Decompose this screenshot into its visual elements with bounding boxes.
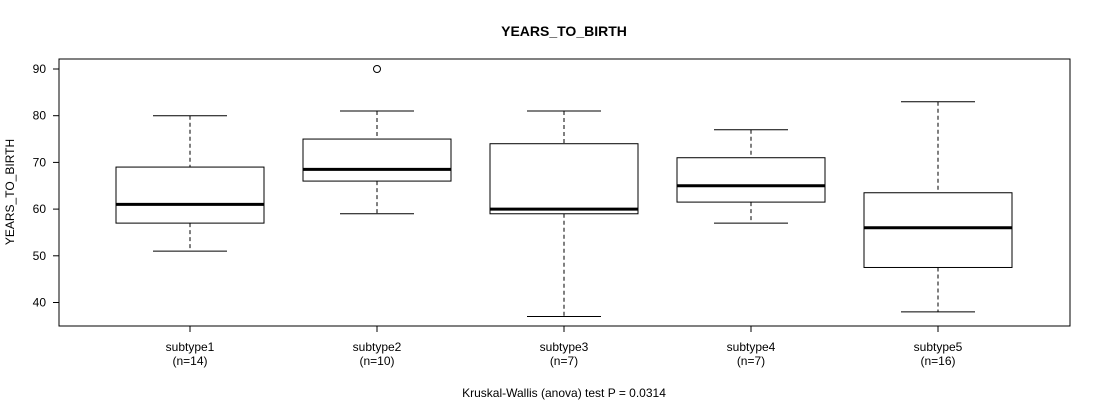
- box-subtype2: [302, 65, 452, 215]
- boxes-group: [115, 65, 1013, 318]
- x-category-label: subtype1: [166, 340, 215, 354]
- y-tick-label: 50: [33, 249, 47, 263]
- box-subtype3: [489, 110, 639, 318]
- iqr-box: [489, 143, 639, 215]
- y-axis-label: YEARS_TO_BIRTH: [3, 139, 17, 245]
- x-category-count: (n=14): [172, 354, 207, 368]
- x-category-count: (n=7): [737, 354, 765, 368]
- y-tick-label: 90: [33, 62, 47, 76]
- x-category-count: (n=16): [920, 354, 955, 368]
- y-tick-label: 70: [33, 155, 47, 169]
- x-category-label: subtype4: [727, 340, 776, 354]
- y-tick-label: 80: [33, 109, 47, 123]
- iqr-box: [863, 192, 1013, 268]
- x-category-labels: subtype1(n=14)subtype2(n=10)subtype3(n=7…: [166, 326, 963, 368]
- x-category-count: (n=10): [359, 354, 394, 368]
- x-category-label: subtype3: [540, 340, 589, 354]
- y-tick-label: 60: [33, 202, 47, 216]
- iqr-box: [302, 138, 452, 182]
- x-category-label: subtype2: [353, 340, 402, 354]
- box-subtype4: [676, 129, 826, 224]
- y-tick-label: 40: [33, 296, 47, 310]
- y-axis: 40 50 60 70 80 90: [33, 62, 60, 310]
- outlier-point: [373, 65, 381, 73]
- x-category-count: (n=7): [550, 354, 578, 368]
- box-subtype1: [115, 115, 265, 252]
- kruskal-wallis-note: Kruskal-Wallis (anova) test P = 0.0314: [462, 386, 666, 400]
- chart-title: YEARS_TO_BIRTH: [501, 23, 627, 39]
- box-subtype5: [863, 101, 1013, 313]
- iqr-box: [676, 157, 826, 203]
- iqr-box: [115, 166, 265, 224]
- x-category-label: subtype5: [914, 340, 963, 354]
